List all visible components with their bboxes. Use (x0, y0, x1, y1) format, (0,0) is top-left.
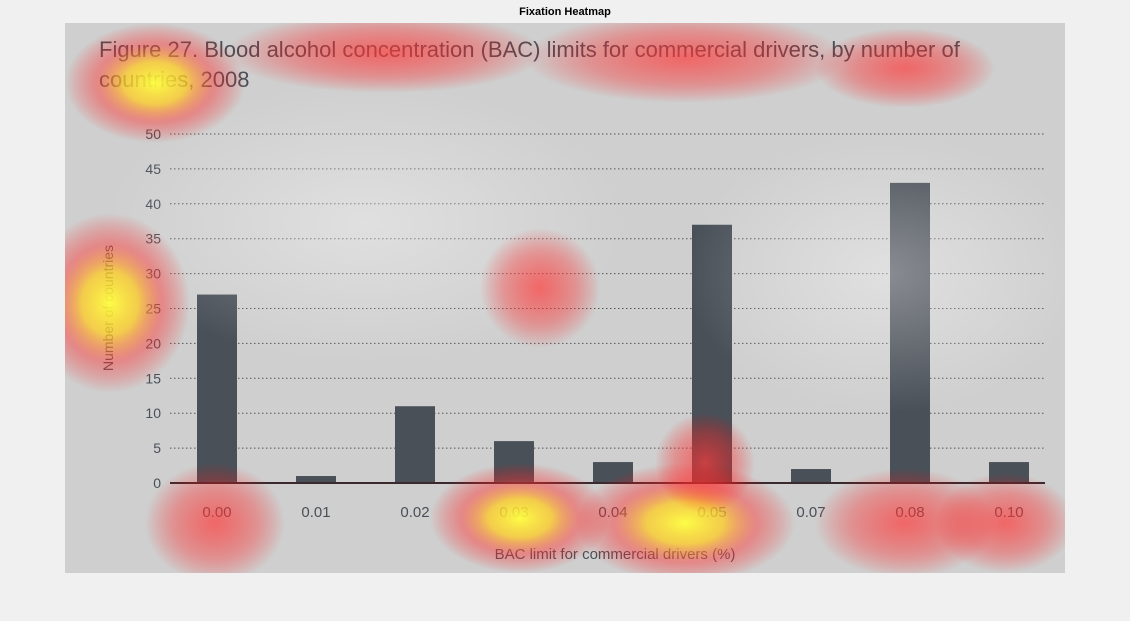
x-tick-label: 0.04 (598, 504, 627, 521)
y-tick-label: 30 (145, 266, 161, 282)
bar (197, 294, 237, 483)
y-tick-label: 45 (145, 161, 161, 177)
y-tick-label: 15 (145, 370, 161, 386)
y-tick-label: 10 (145, 405, 161, 421)
y-axis-label: Number of countries (100, 245, 116, 371)
chart-title: Figure 27. Blood alcohol concentration (… (99, 35, 1019, 95)
bar (296, 476, 336, 483)
x-tick-label: 0.10 (994, 504, 1023, 521)
bar (494, 441, 534, 483)
y-tick-label: 40 (145, 196, 161, 212)
bar (395, 406, 435, 483)
x-tick-label: 0.02 (400, 504, 429, 521)
chart-panel: Figure 27. Blood alcohol concentration (… (65, 23, 1065, 573)
y-tick-label: 0 (153, 475, 161, 491)
chart-title-text: Blood alcohol concentration (BAC) limits… (99, 37, 960, 92)
y-tick-label: 35 (145, 231, 161, 247)
bar (593, 462, 633, 483)
bar-chart: 0 5 10 15 20 25 30 35 40 45 50 0.00 0.01 0.02 0.03 0.04… (100, 126, 1045, 563)
x-tick-label: 0.07 (796, 504, 825, 521)
y-tick-label: 50 (145, 126, 161, 142)
y-tick-label: 5 (153, 440, 161, 456)
x-tick-label: 0.05 (697, 504, 726, 521)
bar (989, 462, 1029, 483)
bar (890, 182, 930, 484)
bar (791, 469, 831, 483)
y-tick-label: 20 (145, 335, 161, 351)
y-tick-label: 25 (145, 301, 161, 317)
x-tick-label: 0.01 (301, 504, 330, 521)
bar (692, 224, 732, 484)
heatmap-window-title: Fixation Heatmap (519, 6, 611, 18)
x-tick-label: 0.03 (499, 504, 528, 521)
x-tick-label: 0.00 (202, 504, 231, 521)
x-tick-label: 0.08 (895, 504, 924, 521)
figure-label: Figure 27. (99, 37, 199, 62)
x-axis-label: BAC limit for commercial drivers (%) (495, 546, 736, 563)
